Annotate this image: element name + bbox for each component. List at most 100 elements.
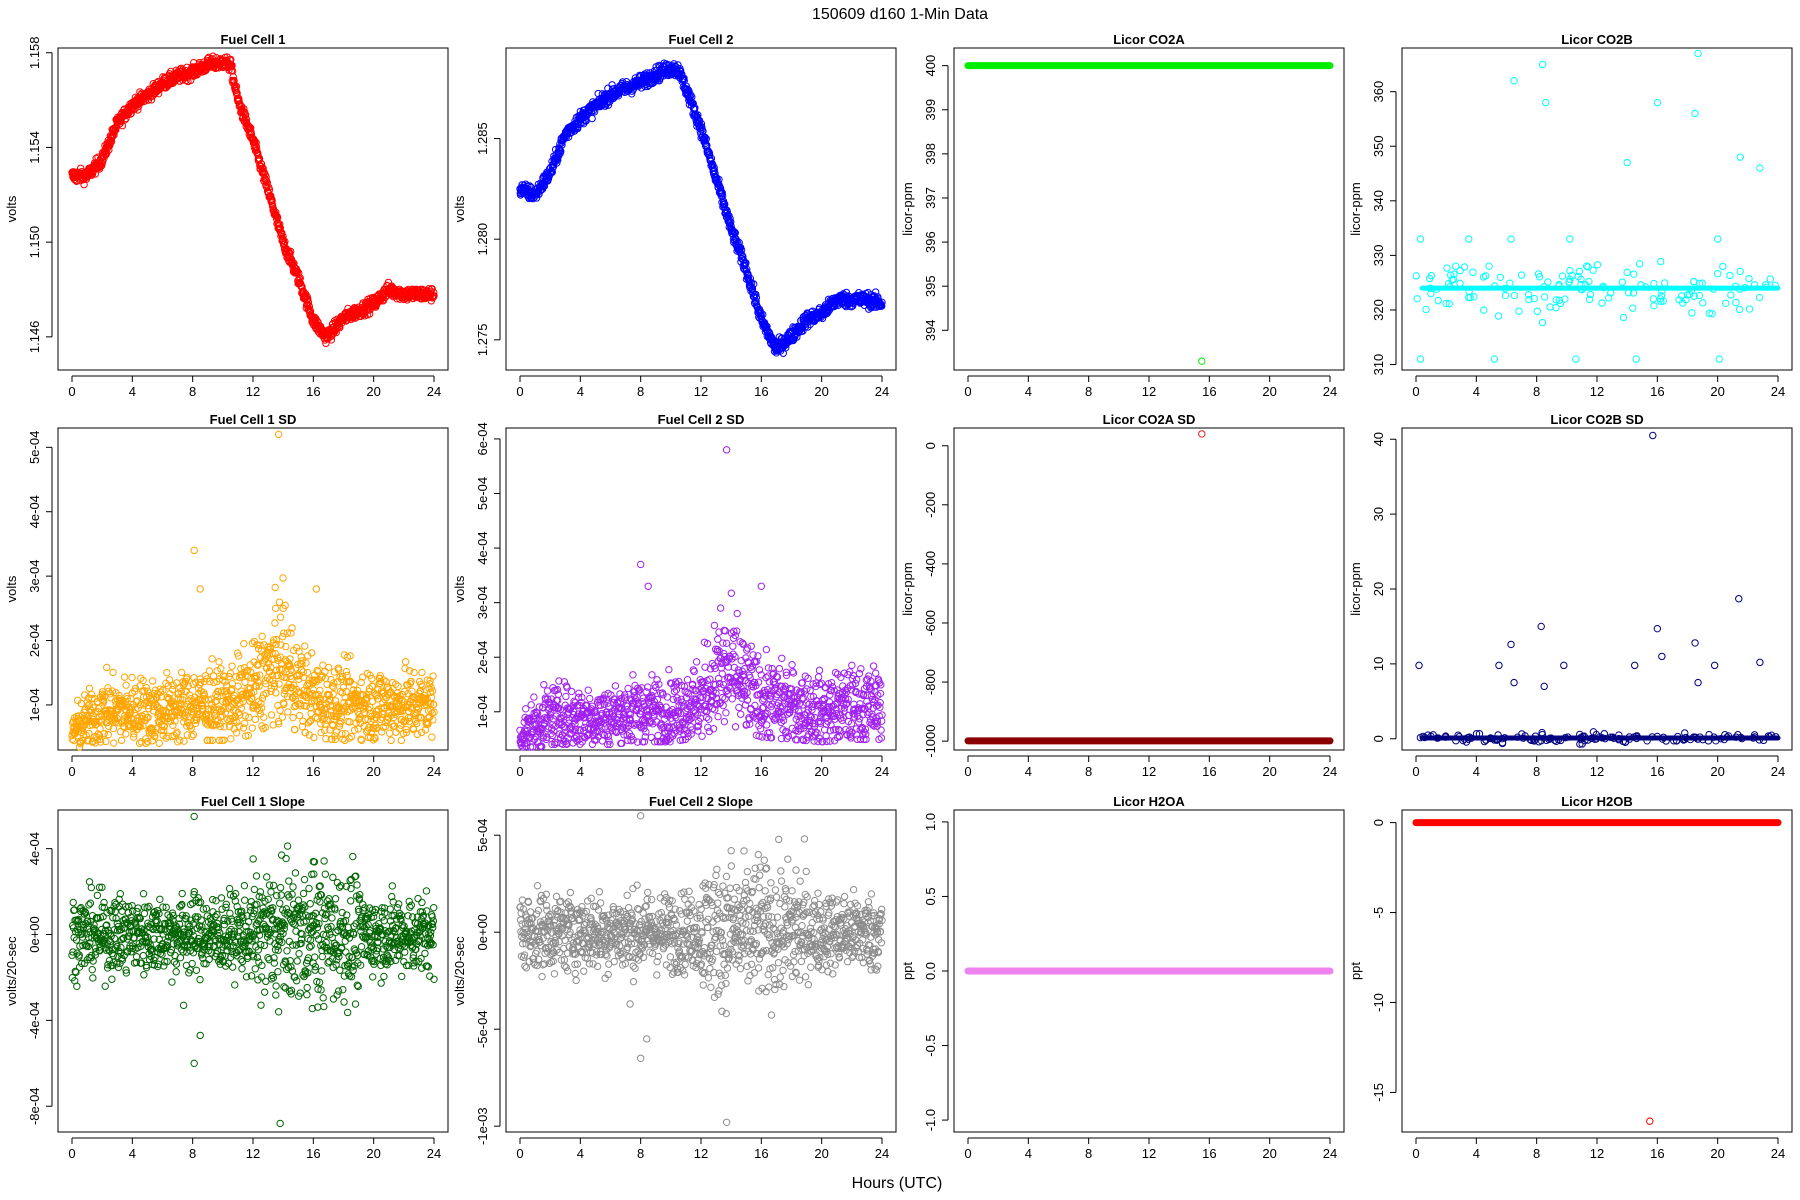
outlier-point — [274, 430, 283, 439]
data-point — [296, 279, 305, 287]
figure-xlabel: Hours (UTC) — [852, 1175, 943, 1192]
data-point — [670, 687, 679, 696]
data-point — [629, 671, 637, 679]
data-point — [697, 120, 706, 128]
data-point — [228, 662, 236, 670]
data-point — [271, 619, 279, 627]
data-point — [548, 731, 557, 740]
data-point — [1713, 269, 1722, 278]
x-tick-label: 24 — [1771, 384, 1785, 399]
x-tick-label: 8 — [1085, 384, 1092, 399]
outlier-point — [1416, 235, 1425, 243]
data-point — [177, 668, 186, 677]
data-point — [120, 673, 129, 681]
data-point — [262, 173, 270, 181]
x-tick-label: 16 — [754, 384, 768, 399]
data-point — [135, 102, 143, 110]
data-point — [1538, 318, 1547, 327]
data-point — [731, 723, 740, 731]
data-point — [109, 739, 118, 747]
data-point — [228, 67, 237, 75]
data-point — [608, 81, 616, 89]
data-point — [430, 292, 438, 300]
data-point — [429, 672, 437, 680]
data-point — [180, 737, 188, 745]
data-point — [112, 126, 120, 134]
data-point — [1515, 307, 1523, 315]
y-tick-label: 6e-04 — [475, 422, 490, 455]
data-point — [687, 98, 695, 106]
data-point — [281, 237, 289, 246]
data-point — [727, 589, 736, 597]
data-point — [183, 731, 192, 739]
x-tick-label: 20 — [366, 764, 380, 779]
data-point — [1657, 257, 1665, 266]
data-point — [1635, 260, 1644, 268]
data-point — [735, 238, 743, 247]
data-point — [1510, 291, 1519, 300]
data-point — [104, 731, 112, 739]
y-axis-label: volts — [452, 575, 467, 602]
x-tick-label: 20 — [1262, 384, 1276, 399]
data-point — [286, 247, 295, 256]
panel-title: Fuel Cell 2 — [668, 32, 733, 47]
x-tick-label: 20 — [814, 384, 828, 399]
data-point — [729, 642, 737, 650]
data-point — [85, 684, 94, 693]
data-point — [429, 288, 438, 297]
data-point — [679, 76, 687, 84]
x-tick-label: 8 — [1533, 384, 1540, 399]
y-tick-label: 396 — [923, 231, 938, 253]
data-point — [305, 303, 314, 311]
data-point — [215, 658, 223, 666]
data-point — [142, 739, 150, 747]
outlier-point — [271, 604, 280, 613]
x-tick-label: 16 — [306, 764, 320, 779]
x-tick-label: 12 — [1142, 384, 1156, 399]
data-point — [665, 665, 673, 674]
panel-title: Licor CO2A — [1113, 32, 1185, 47]
data-point — [1598, 299, 1606, 307]
data-point — [1558, 272, 1567, 280]
data-point — [1735, 305, 1744, 314]
outlier-point — [312, 585, 321, 593]
data-point — [365, 310, 374, 318]
data-point — [230, 81, 239, 89]
y-axis-label: volts — [452, 195, 467, 222]
outlier-point — [1566, 235, 1574, 243]
data-point — [1745, 305, 1754, 313]
outlier-point — [1691, 109, 1699, 118]
data-point — [279, 236, 288, 245]
x-tick-label: 16 — [754, 764, 768, 779]
data-point — [267, 711, 276, 719]
data-point — [1722, 299, 1730, 307]
y-tick-label: 1.154 — [27, 131, 42, 164]
data-point — [235, 96, 243, 105]
data-point — [735, 703, 743, 712]
data-point — [736, 244, 744, 253]
x-tick-label: 12 — [246, 384, 260, 399]
y-tick-label: 4e-04 — [475, 531, 490, 564]
x-tick-label: 8 — [637, 764, 644, 779]
data-point — [122, 681, 130, 689]
y-axis-label: volts — [4, 575, 19, 602]
x-tick-label: 12 — [694, 384, 708, 399]
y-tick-label: 4e-04 — [27, 495, 42, 528]
x-tick-label: 16 — [306, 384, 320, 399]
data-point — [723, 208, 732, 216]
x-tick-label: 16 — [1650, 384, 1664, 399]
data-point — [303, 668, 312, 677]
y-tick-label: 320 — [1371, 299, 1386, 321]
data-point — [173, 738, 182, 746]
data-point — [324, 663, 333, 672]
data-point — [1501, 291, 1510, 300]
data-point — [1732, 298, 1740, 307]
x-tick-label: 4 — [1473, 384, 1480, 399]
data-point — [1727, 291, 1735, 299]
data-point — [1661, 279, 1669, 287]
data-point — [718, 670, 726, 678]
data-point — [548, 164, 557, 172]
data-point — [242, 115, 251, 124]
